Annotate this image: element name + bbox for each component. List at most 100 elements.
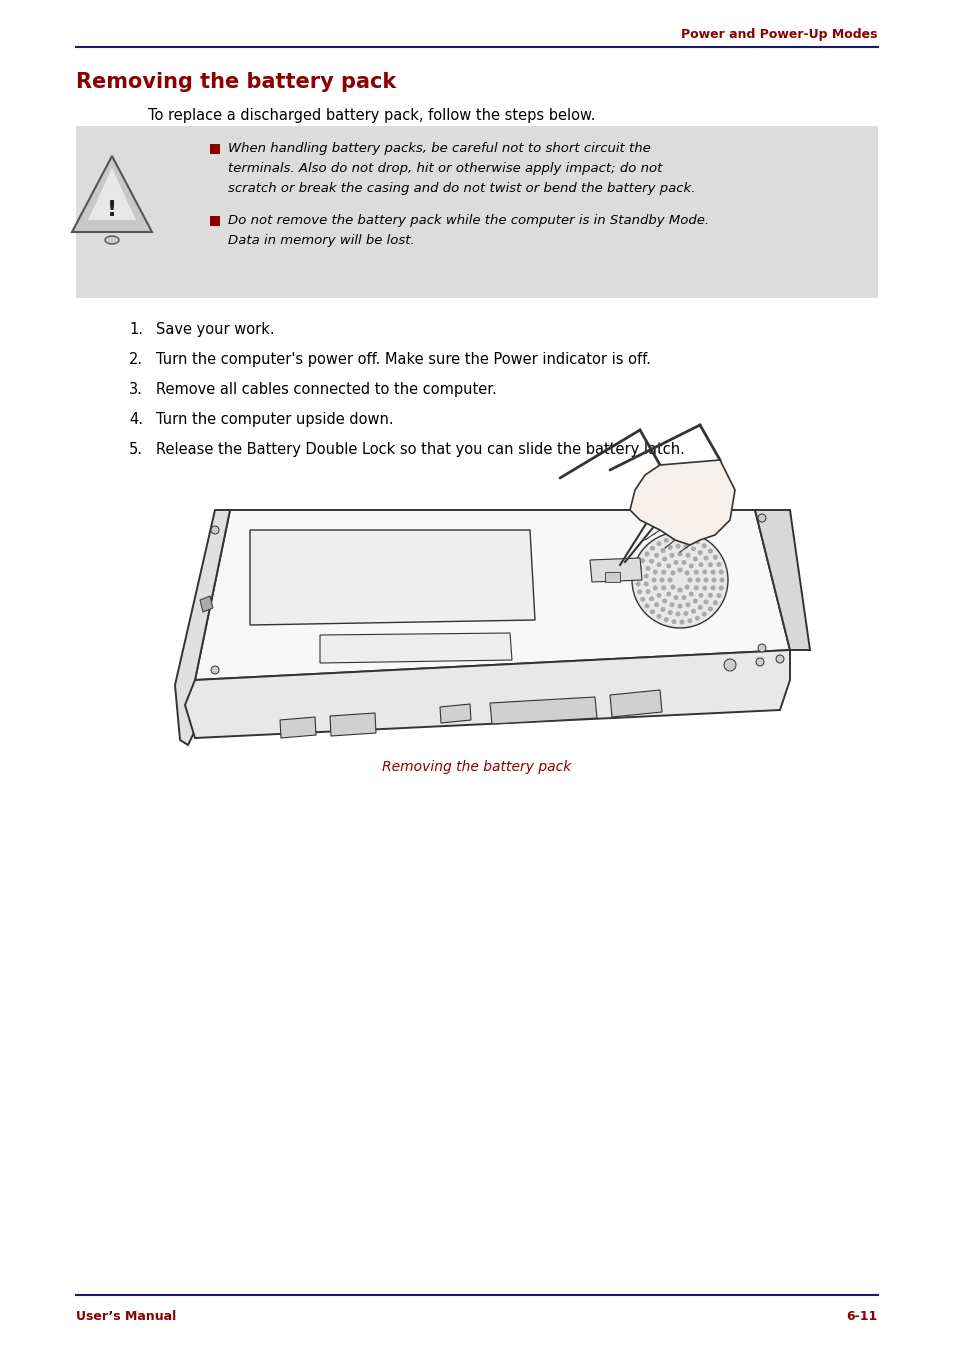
Polygon shape — [490, 697, 597, 724]
Circle shape — [685, 553, 690, 557]
Circle shape — [694, 540, 700, 544]
Circle shape — [701, 585, 706, 591]
Circle shape — [645, 590, 650, 594]
Text: 2.: 2. — [129, 352, 143, 367]
Text: !: ! — [107, 200, 117, 220]
Polygon shape — [194, 510, 789, 680]
Circle shape — [711, 577, 716, 583]
Circle shape — [654, 553, 659, 557]
Circle shape — [693, 569, 698, 575]
Circle shape — [687, 618, 692, 623]
Polygon shape — [88, 169, 136, 220]
Circle shape — [698, 563, 702, 567]
Circle shape — [682, 611, 688, 616]
Circle shape — [758, 643, 765, 652]
Circle shape — [669, 602, 674, 607]
Circle shape — [697, 604, 702, 610]
Polygon shape — [629, 460, 734, 545]
Circle shape — [690, 546, 696, 552]
Circle shape — [667, 610, 672, 615]
Circle shape — [775, 656, 783, 662]
Text: User’s Manual: User’s Manual — [76, 1310, 176, 1323]
Circle shape — [673, 560, 678, 565]
Polygon shape — [200, 596, 213, 612]
Circle shape — [651, 577, 656, 583]
Circle shape — [660, 569, 665, 575]
Circle shape — [661, 599, 666, 603]
Circle shape — [644, 552, 649, 557]
Text: 4.: 4. — [129, 411, 143, 428]
Circle shape — [698, 592, 702, 598]
Circle shape — [677, 568, 681, 572]
Text: Data in memory will be lost.: Data in memory will be lost. — [228, 233, 415, 247]
Text: When handling battery packs, be careful not to short circuit the: When handling battery packs, be careful … — [228, 142, 650, 155]
Circle shape — [718, 585, 723, 591]
Circle shape — [692, 599, 697, 603]
Circle shape — [665, 592, 671, 596]
Bar — [210, 144, 220, 154]
Circle shape — [665, 564, 671, 568]
Circle shape — [723, 660, 735, 670]
Circle shape — [679, 536, 684, 541]
Text: Removing the battery pack: Removing the battery pack — [76, 71, 395, 92]
Text: To replace a discharged battery pack, follow the steps below.: To replace a discharged battery pack, fo… — [148, 108, 595, 123]
Polygon shape — [174, 510, 230, 745]
Circle shape — [659, 548, 665, 553]
Circle shape — [656, 592, 660, 598]
Circle shape — [654, 602, 659, 607]
Circle shape — [648, 596, 654, 602]
Circle shape — [671, 536, 676, 541]
Text: Save your work.: Save your work. — [156, 322, 274, 337]
Circle shape — [656, 614, 660, 619]
Circle shape — [687, 537, 692, 542]
Circle shape — [670, 584, 675, 590]
Text: 5.: 5. — [129, 442, 143, 457]
Circle shape — [695, 577, 700, 583]
Polygon shape — [589, 558, 641, 581]
Circle shape — [661, 557, 666, 561]
Circle shape — [635, 581, 640, 587]
Circle shape — [712, 554, 717, 560]
Circle shape — [635, 573, 640, 579]
Circle shape — [690, 608, 696, 614]
Text: Remove all cables connected to the computer.: Remove all cables connected to the compu… — [156, 382, 497, 397]
Text: Power and Power-Up Modes: Power and Power-Up Modes — [680, 28, 877, 40]
Circle shape — [694, 615, 700, 621]
Circle shape — [707, 563, 712, 567]
Circle shape — [637, 590, 641, 595]
Circle shape — [677, 552, 681, 557]
Bar — [76, 125, 877, 298]
Circle shape — [701, 569, 706, 575]
Circle shape — [211, 526, 219, 534]
Polygon shape — [754, 510, 809, 650]
Polygon shape — [185, 650, 789, 738]
Circle shape — [692, 557, 697, 561]
Circle shape — [675, 611, 679, 616]
Circle shape — [637, 565, 641, 571]
Bar — [210, 216, 220, 227]
Circle shape — [687, 577, 692, 583]
Circle shape — [631, 532, 727, 629]
Polygon shape — [71, 156, 152, 232]
Circle shape — [755, 658, 763, 666]
Circle shape — [716, 594, 720, 598]
Circle shape — [659, 577, 664, 583]
Text: scratch or break the casing and do not twist or bend the battery pack.: scratch or break the casing and do not t… — [228, 182, 695, 196]
Polygon shape — [330, 714, 375, 737]
Circle shape — [707, 592, 712, 598]
Polygon shape — [609, 689, 661, 718]
Circle shape — [663, 618, 668, 622]
Circle shape — [649, 546, 655, 550]
Circle shape — [643, 581, 648, 587]
Circle shape — [639, 558, 644, 564]
Text: Turn the computer upside down.: Turn the computer upside down. — [156, 411, 394, 428]
Polygon shape — [280, 718, 315, 738]
Circle shape — [643, 573, 648, 579]
Circle shape — [718, 569, 723, 575]
Circle shape — [677, 603, 681, 608]
Circle shape — [644, 603, 649, 608]
Circle shape — [707, 549, 712, 553]
Circle shape — [685, 602, 690, 607]
Circle shape — [673, 595, 678, 600]
Circle shape — [758, 514, 765, 522]
